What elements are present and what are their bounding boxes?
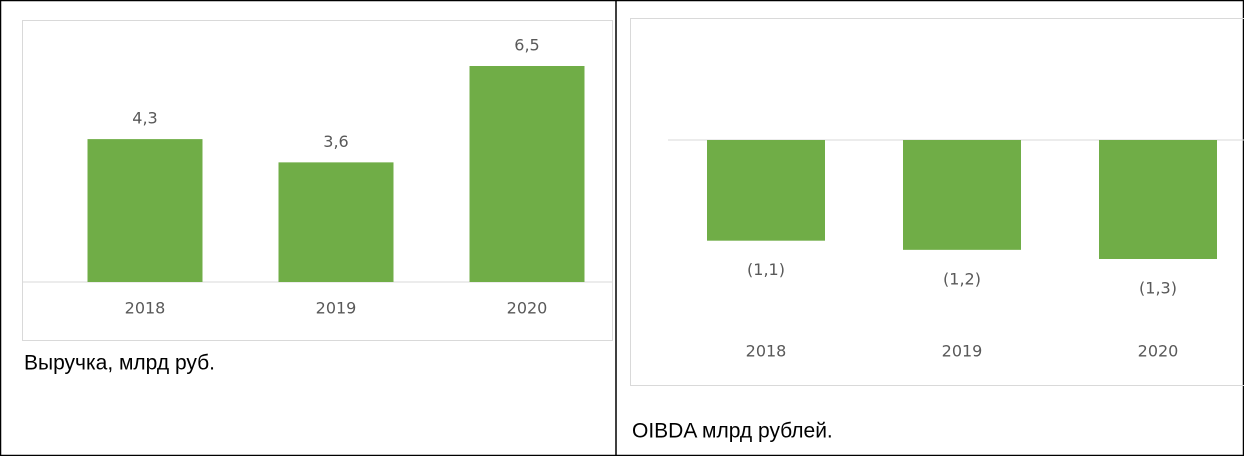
data-label: 4,3: [132, 109, 157, 128]
data-label: (1,2): [943, 269, 981, 288]
bar: [469, 66, 585, 282]
bar: [1099, 140, 1217, 259]
x-tick-label: 2020: [1138, 342, 1179, 361]
bar: [903, 140, 1021, 250]
bar: [278, 162, 394, 282]
chart-caption: OIBDA млрд рублей.: [632, 420, 833, 443]
x-tick-label: 2019: [942, 342, 983, 361]
data-label: (1,3): [1139, 279, 1177, 298]
x-tick-label: 2018: [746, 342, 787, 361]
bar: [707, 140, 825, 241]
x-tick-label: 2018: [125, 299, 166, 318]
data-label: 3,6: [323, 132, 348, 151]
chart-frame: [630, 18, 1244, 386]
x-tick-label: 2019: [316, 299, 357, 318]
data-label: (1,1): [747, 260, 785, 279]
data-label: 6,5: [514, 36, 539, 55]
chart-caption: Выручка, млрд руб.: [24, 352, 215, 375]
x-tick-label: 2020: [507, 299, 548, 318]
chart-frame: [22, 20, 613, 341]
bar: [87, 139, 203, 282]
